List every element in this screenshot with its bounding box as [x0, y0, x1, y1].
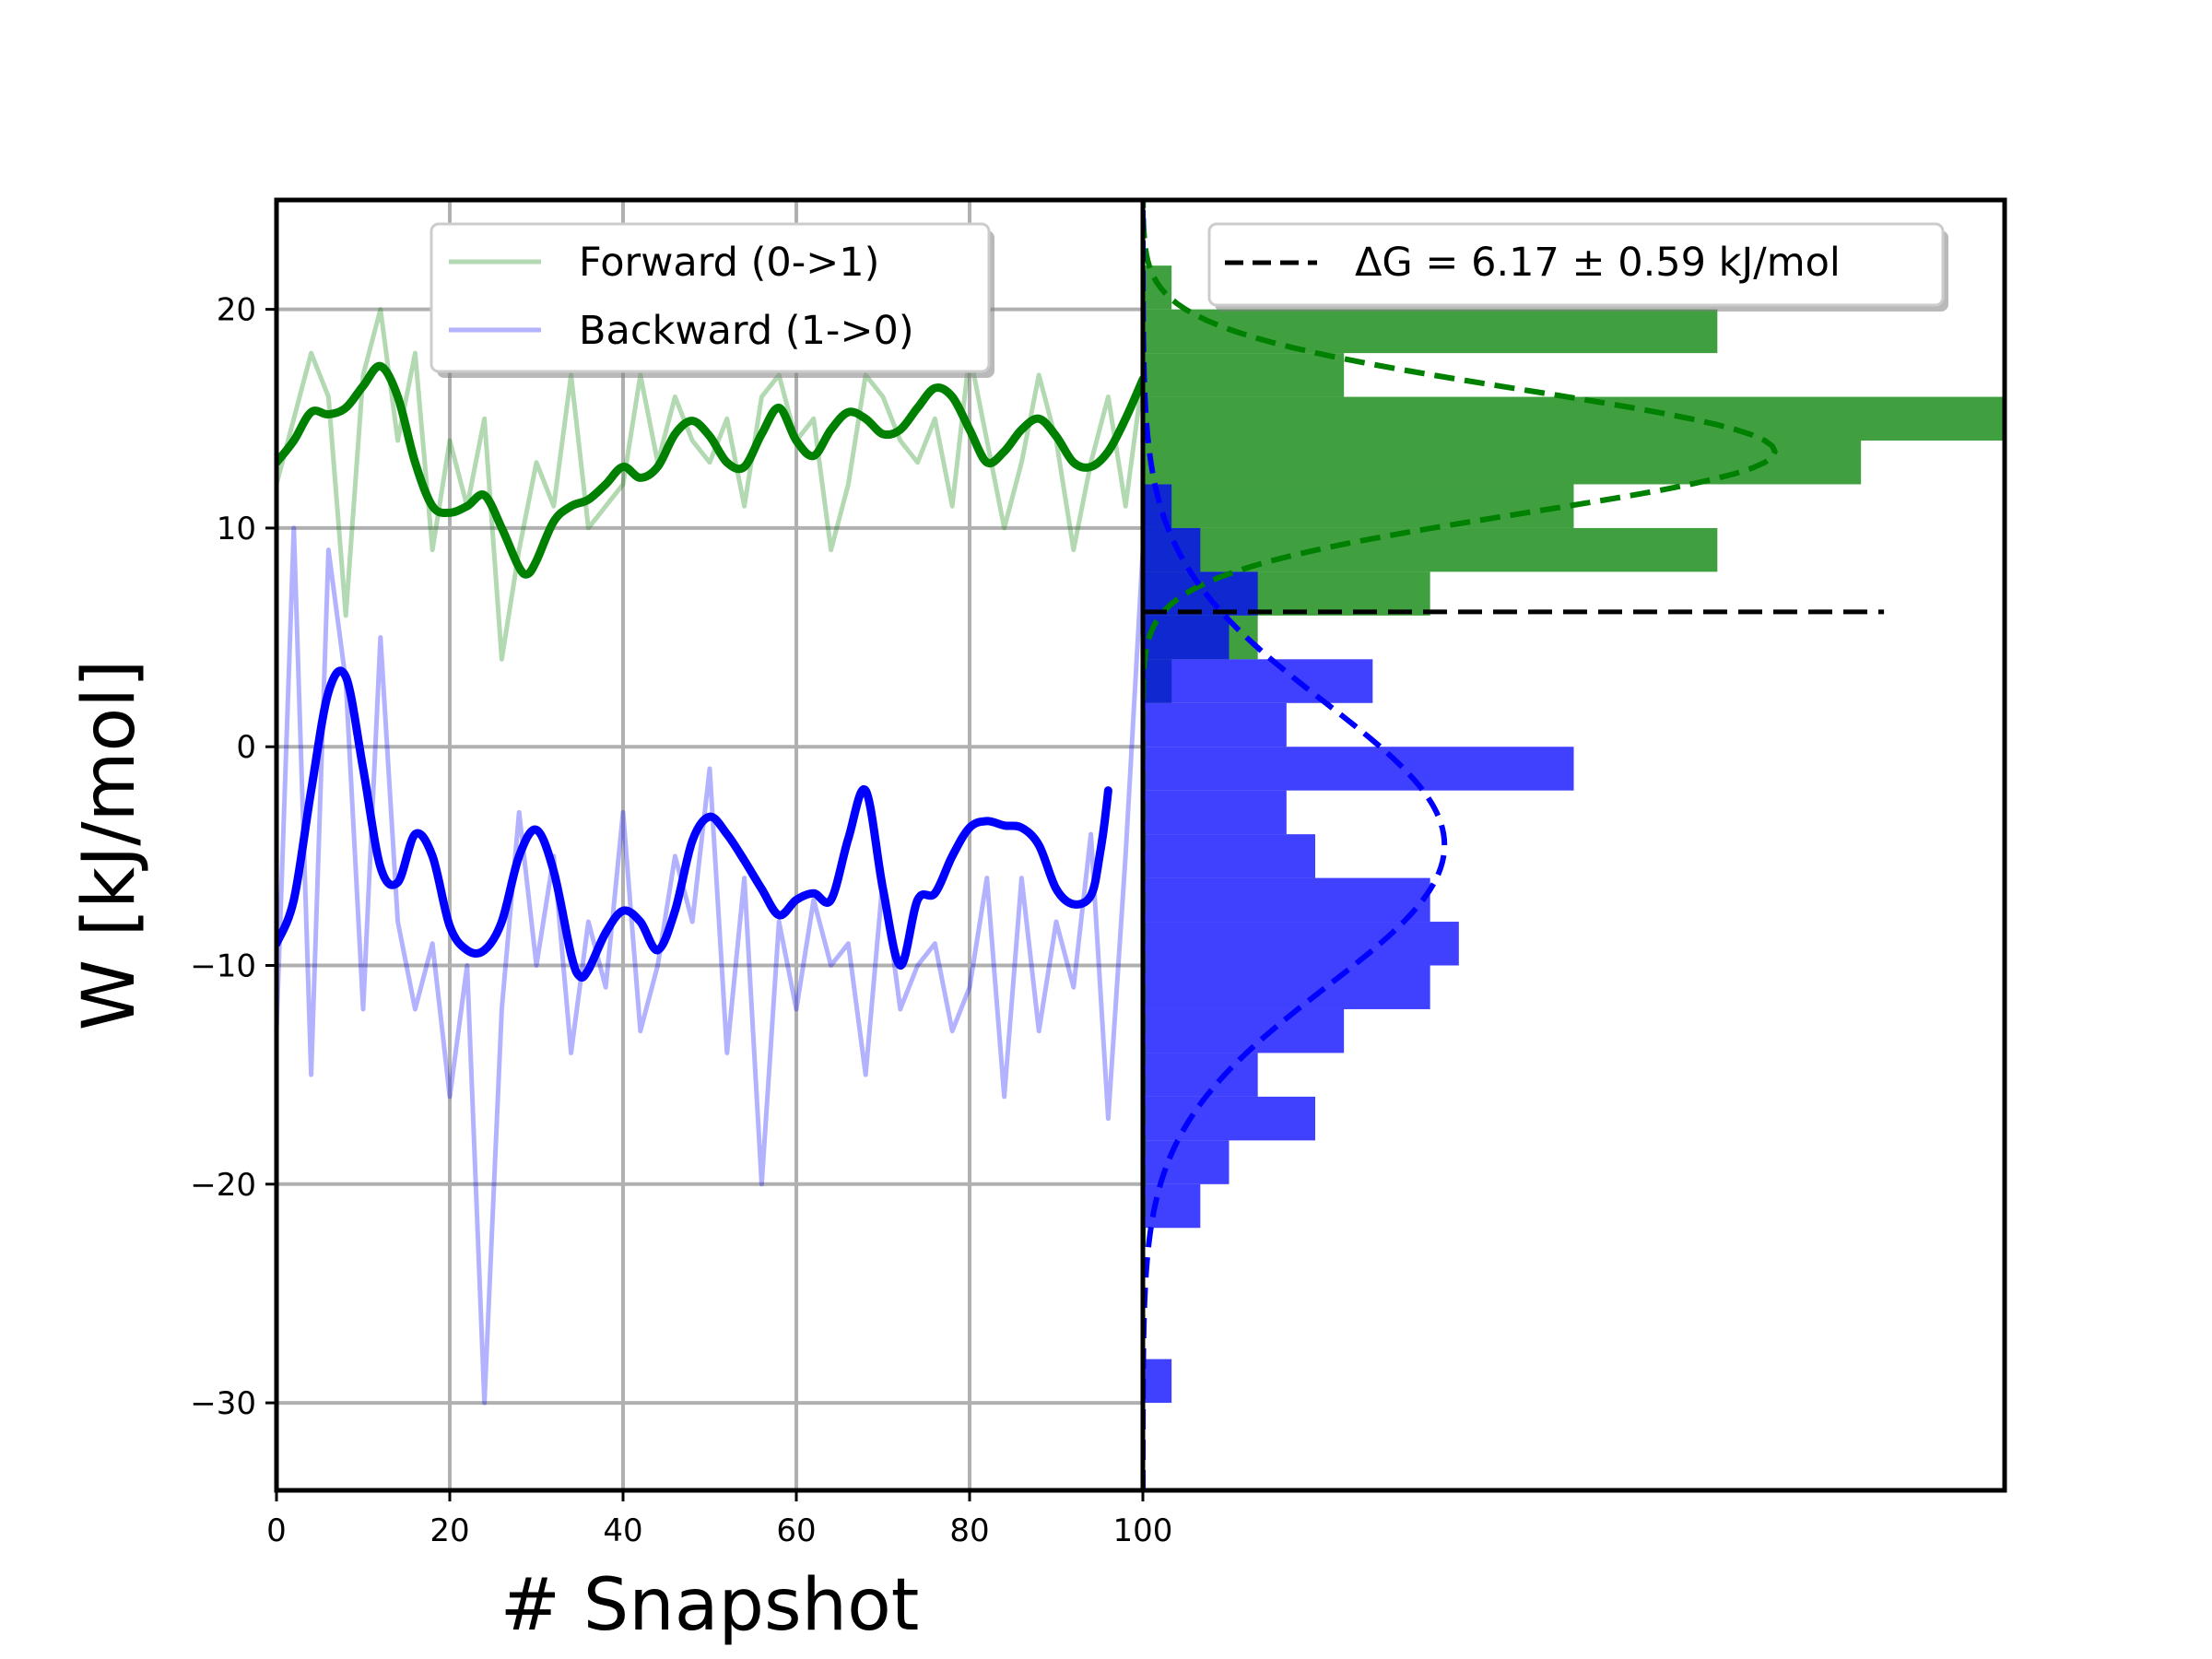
forward-histogram-bar [1143, 527, 1718, 572]
x-tick-label: 100 [1113, 1512, 1173, 1549]
y-axis-ticks: 20 10 0 −10 −20 −30 [190, 292, 276, 1422]
legend-backward-label: Backward (1->0) [579, 308, 914, 354]
y-tick-label: 0 [236, 729, 256, 766]
x-tick-label: 0 [266, 1512, 287, 1549]
backward-histogram-bar [1143, 1140, 1230, 1184]
histogram-bars [1143, 265, 2005, 1404]
x-axis-ticks: 0 20 40 60 80 100 [266, 1490, 1172, 1549]
gaussian-fits [1143, 200, 1778, 1490]
legend-box [429, 222, 991, 373]
right-axes-frame [1140, 197, 2007, 1493]
x-tick-label: 20 [429, 1512, 469, 1549]
legend-series: Forward (0->1) Backward (1->0) [429, 222, 994, 378]
forward-histogram-bar [1143, 441, 1862, 485]
forward-raw-trace [276, 307, 1143, 662]
y-tick-label: 20 [217, 292, 256, 329]
work-histogram-panel [1140, 197, 2007, 1493]
backward-raw-trace [276, 525, 1143, 1406]
forward-histogram-bar [1143, 484, 1574, 528]
backward-histogram-bar [1143, 965, 1430, 1009]
y-axis-title: W [kJ/mol] [68, 660, 151, 1031]
forward-histogram-bar [1143, 396, 2005, 441]
backward-histogram-bar [1143, 1053, 1258, 1097]
backward-gaussian-fit [1143, 200, 1448, 1490]
smoothed-traces [276, 361, 1143, 982]
backward-histogram-bar [1143, 922, 1459, 966]
y-tick-label: −30 [190, 1385, 256, 1422]
raw-traces [276, 307, 1143, 1406]
backward-histogram-bar [1143, 659, 1373, 703]
x-tick-label: 60 [776, 1512, 816, 1549]
x-tick-label: 80 [949, 1512, 989, 1549]
x-tick-label: 40 [603, 1512, 642, 1549]
backward-histogram-bar [1143, 834, 1315, 878]
legend-delta-g: ΔG = 6.17 ± 0.59 kJ/mol [1207, 222, 1948, 312]
backward-histogram-bar [1143, 1359, 1172, 1404]
backward-histogram-bar [1143, 571, 1258, 616]
legend-forward-label: Forward (0->1) [579, 240, 879, 286]
y-tick-label: −20 [190, 1167, 256, 1204]
forward-histogram-bar [1143, 353, 1345, 397]
backward-histogram-bar [1143, 1183, 1201, 1229]
legend-box [1207, 222, 1945, 307]
backward-histogram-bar [1143, 747, 1574, 791]
backward-histogram-bar [1143, 790, 1287, 835]
legend-delta-g-label: ΔG = 6.17 ± 0.59 kJ/mol [1355, 240, 1841, 286]
backward-histogram-bar [1143, 527, 1201, 572]
y-tick-label: −10 [190, 948, 256, 985]
backward-histogram-bar [1143, 1008, 1345, 1053]
backward-smoothed-trace [276, 666, 1112, 982]
backward-histogram-bar [1143, 877, 1430, 923]
forward-smoothed-trace [276, 361, 1143, 579]
backward-histogram-bar [1143, 1096, 1315, 1141]
x-axis-title: # Snapshot [500, 1564, 920, 1647]
backward-histogram-bar [1143, 702, 1287, 747]
y-tick-label: 10 [217, 511, 256, 547]
